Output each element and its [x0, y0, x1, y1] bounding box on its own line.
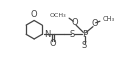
Text: S: S [82, 41, 87, 50]
Text: S: S [70, 30, 75, 39]
Text: O: O [91, 19, 98, 28]
Text: OCH₃: OCH₃ [49, 13, 66, 18]
Text: O: O [31, 10, 38, 19]
Text: O: O [71, 18, 78, 27]
Text: N: N [44, 30, 50, 39]
Text: O: O [50, 39, 56, 48]
Text: CH₃: CH₃ [102, 16, 114, 22]
Text: P: P [82, 30, 87, 39]
